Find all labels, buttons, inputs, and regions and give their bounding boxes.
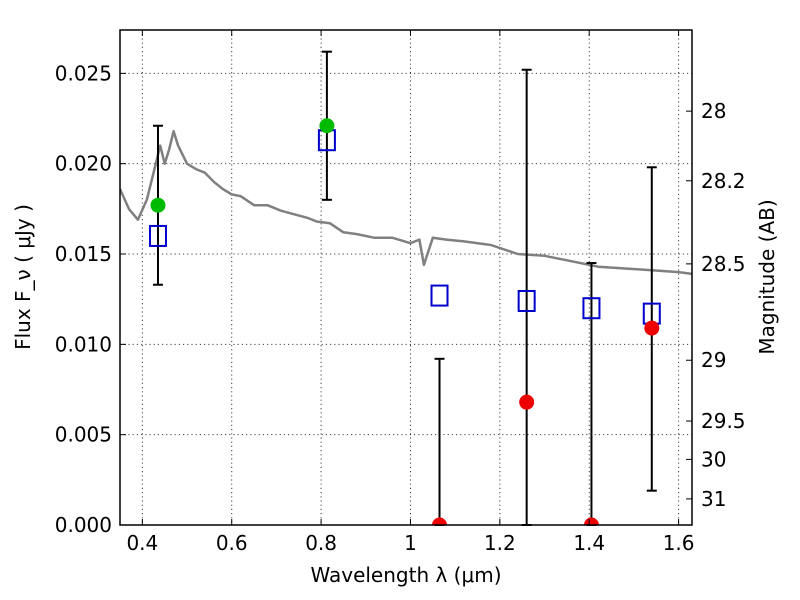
y-tick-label: 0.025 bbox=[55, 61, 112, 85]
marker-layer bbox=[148, 118, 661, 525]
x-tick-label: 1.4 bbox=[573, 531, 605, 555]
red-point bbox=[432, 517, 448, 525]
ticks: 0.4 0.6 0.8 1 1.2 1.4 1.6 0.000 0.005 0.010 0.015 0… bbox=[55, 30, 746, 555]
y2-axis-label: Magnitude (AB) bbox=[755, 199, 779, 354]
red-point bbox=[519, 394, 535, 410]
mag-tick-label: 29.5 bbox=[701, 409, 746, 433]
y-tick-label: 0.010 bbox=[55, 332, 112, 356]
mag-tick-label: 28.5 bbox=[701, 252, 746, 276]
x-tick-label: 0.4 bbox=[126, 531, 158, 555]
red-point bbox=[583, 517, 599, 525]
plot-frame bbox=[119, 29, 693, 526]
open-square-point bbox=[582, 297, 601, 320]
x-tick-label: 1.6 bbox=[663, 531, 695, 555]
green-point bbox=[150, 197, 166, 213]
x-tick-label: 0.6 bbox=[216, 531, 248, 555]
y-axis-label: Flux F_ν ( μJy ) bbox=[11, 204, 35, 350]
plot-background bbox=[120, 30, 692, 525]
y-tick-label: 0.005 bbox=[55, 423, 112, 447]
mag-tick-label: 29 bbox=[701, 348, 726, 372]
x-axis-label: Wavelength λ (μm) bbox=[310, 563, 501, 587]
y-tick-label: 0.020 bbox=[55, 152, 112, 176]
mag-tick-label: 30 bbox=[701, 447, 726, 471]
green-point bbox=[319, 118, 335, 134]
x-tick-label: 0.8 bbox=[305, 531, 337, 555]
mag-tick-label: 31 bbox=[701, 487, 726, 511]
open-square-point bbox=[148, 224, 167, 247]
x-tick-label: 1.2 bbox=[484, 531, 516, 555]
open-square-point bbox=[430, 284, 449, 307]
model-spectrum-line bbox=[120, 129, 692, 276]
y-tick-label: 0.015 bbox=[55, 242, 112, 266]
mag-tick-label: 28.2 bbox=[701, 169, 746, 193]
x-tick-label: 1 bbox=[404, 531, 417, 555]
open-square-point bbox=[517, 289, 536, 312]
model-spectrum-layer bbox=[120, 129, 692, 276]
y-tick-label: 0.000 bbox=[55, 513, 112, 537]
mag-tick-label: 28 bbox=[701, 99, 726, 123]
red-point bbox=[644, 320, 660, 336]
